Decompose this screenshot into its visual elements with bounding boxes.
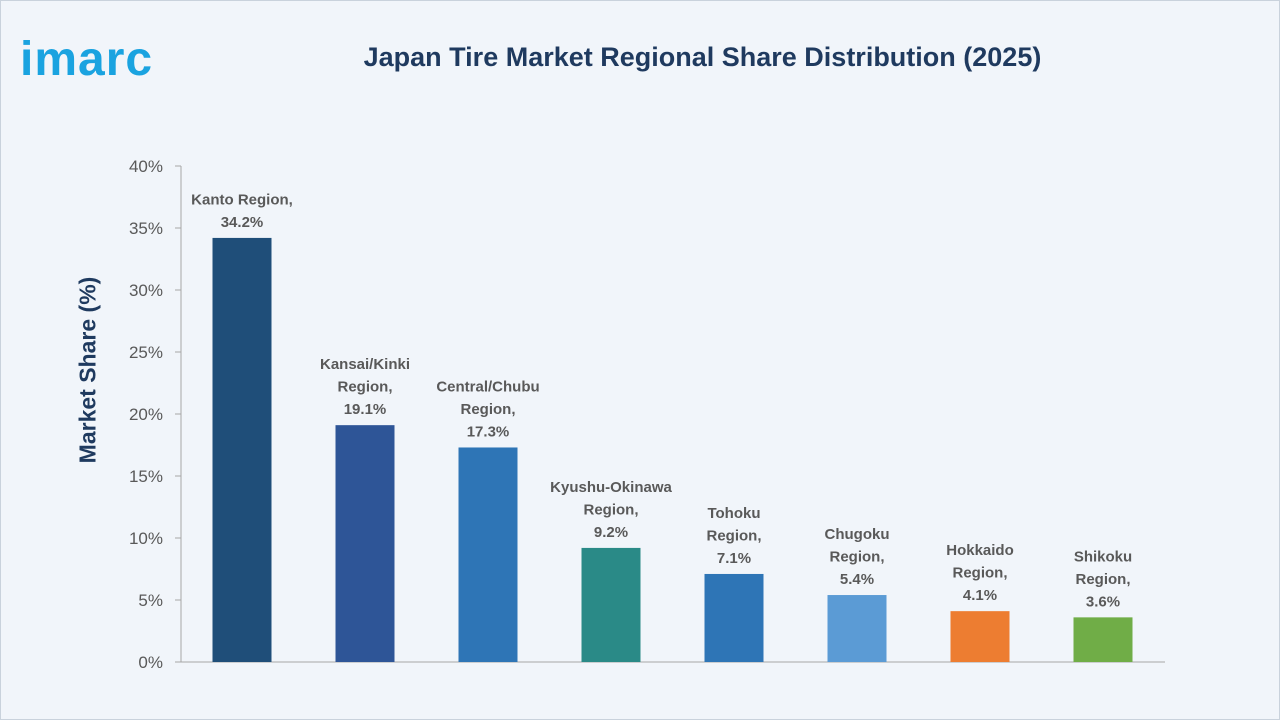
bar-data-label: Shikoku bbox=[1074, 548, 1132, 565]
bar-data-label: Kanto Region, bbox=[191, 191, 293, 208]
bar bbox=[827, 595, 887, 662]
bar bbox=[458, 447, 518, 662]
bar-data-label: Region, bbox=[707, 527, 762, 544]
y-tick-label: 0% bbox=[138, 653, 163, 672]
bar-data-label: 3.6% bbox=[1086, 593, 1120, 610]
bar-data-label: 7.1% bbox=[717, 550, 751, 567]
bar-data-label: Kyushu-Okinawa bbox=[550, 479, 672, 496]
bar-data-label: 5.4% bbox=[840, 571, 874, 588]
bar-data-label: Kansai/Kinki bbox=[320, 356, 410, 373]
bar-data-label: Region, bbox=[338, 379, 393, 396]
bar-data-label: Region, bbox=[953, 565, 1008, 582]
bar-data-label: Region, bbox=[1076, 571, 1131, 588]
bar-data-label: Hokkaido bbox=[946, 542, 1014, 559]
bar bbox=[950, 611, 1010, 662]
imarc-logo: imarc bbox=[20, 10, 210, 86]
bar bbox=[335, 425, 395, 662]
logo-text: imarc bbox=[20, 33, 154, 86]
bar bbox=[1073, 617, 1133, 662]
bar bbox=[704, 573, 764, 662]
y-tick-label: 10% bbox=[129, 529, 163, 548]
bar-data-label: 4.1% bbox=[963, 587, 997, 604]
y-tick-label: 30% bbox=[129, 281, 163, 300]
bar bbox=[212, 237, 272, 663]
bar-data-label: Region, bbox=[584, 501, 639, 518]
bar-data-label: Region, bbox=[461, 401, 516, 418]
bar bbox=[581, 547, 641, 662]
bar-data-label: 19.1% bbox=[344, 401, 387, 418]
bar-data-label: 9.2% bbox=[594, 524, 628, 541]
y-tick-label: 20% bbox=[129, 405, 163, 424]
y-tick-label: 35% bbox=[129, 219, 163, 238]
bar-data-label: Central/Chubu bbox=[436, 378, 539, 395]
y-tick-label: 5% bbox=[138, 591, 163, 610]
bar-data-label: Chugoku bbox=[825, 526, 890, 543]
bar-data-label: 34.2% bbox=[221, 214, 264, 231]
y-tick-label: 40% bbox=[129, 157, 163, 176]
y-tick-label: 25% bbox=[129, 343, 163, 362]
bar-data-label: Region, bbox=[830, 549, 885, 566]
bar-data-label: Tohoku bbox=[707, 505, 760, 522]
y-tick-label: 15% bbox=[129, 467, 163, 486]
bar-data-label: 17.3% bbox=[467, 423, 510, 440]
chart-title: Japan Tire Market Regional Share Distrib… bbox=[363, 42, 1042, 72]
